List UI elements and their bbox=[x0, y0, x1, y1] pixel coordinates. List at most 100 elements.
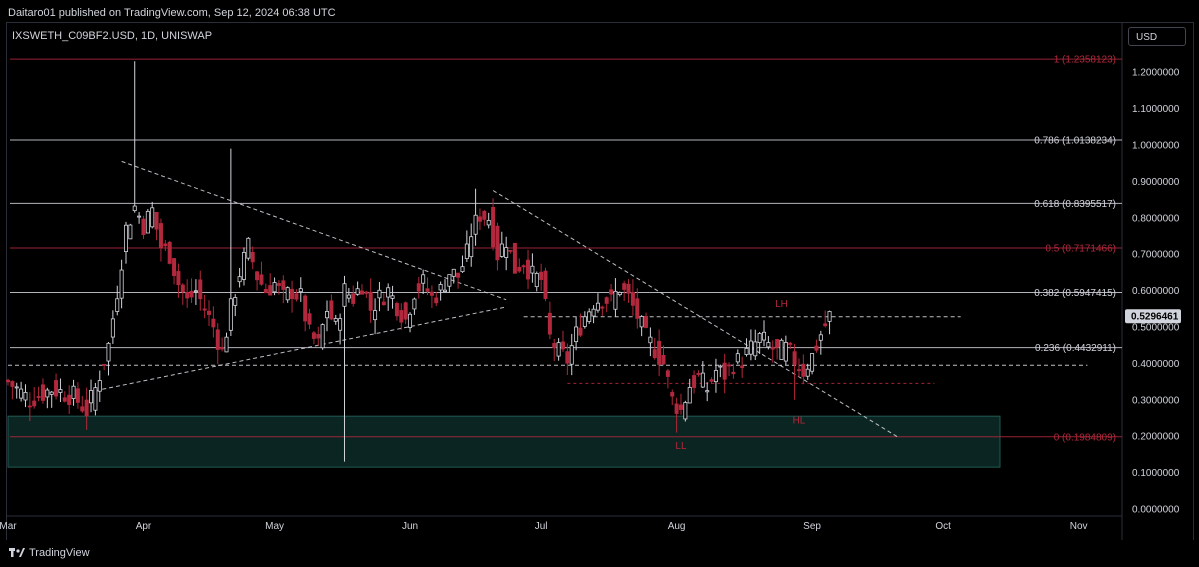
candle-body bbox=[364, 291, 369, 294]
y-tick-label: 0.0000000 bbox=[1132, 505, 1180, 516]
candle-body bbox=[228, 298, 233, 331]
candle-body bbox=[674, 403, 679, 414]
tradingview-brand-label: TradingView bbox=[29, 547, 90, 559]
trendline bbox=[95, 306, 507, 392]
candle-body bbox=[241, 252, 246, 280]
candle-body bbox=[338, 318, 343, 331]
candle-body bbox=[281, 280, 286, 290]
candle-body bbox=[521, 265, 526, 268]
candle-body bbox=[202, 308, 207, 311]
x-tick-label: Sep bbox=[803, 521, 821, 532]
publish-info: Daitaro01 published on TradingView.com, … bbox=[8, 7, 336, 19]
candle-body bbox=[145, 211, 150, 234]
candle-body bbox=[543, 270, 548, 299]
candle-body bbox=[71, 385, 76, 399]
fib-label: 0.786 (1.0138234) bbox=[1034, 135, 1116, 146]
candle-body bbox=[276, 283, 281, 286]
candle-body bbox=[207, 310, 212, 315]
candle-body bbox=[342, 283, 347, 307]
candle-body bbox=[508, 249, 513, 252]
candle-body bbox=[526, 259, 531, 280]
candle-body bbox=[62, 397, 67, 402]
candle-body bbox=[176, 271, 181, 286]
candle-body bbox=[45, 389, 50, 398]
candle-body bbox=[552, 342, 557, 349]
candle-body bbox=[272, 282, 277, 293]
candle-body bbox=[325, 311, 330, 319]
y-tick-label: 1.0000000 bbox=[1132, 141, 1180, 152]
tradingview-brand[interactable]: TradingView bbox=[9, 547, 90, 559]
candle-body bbox=[530, 265, 535, 274]
candle-body bbox=[421, 274, 426, 284]
candle-body bbox=[394, 303, 399, 317]
candle-body bbox=[456, 272, 461, 278]
candle-body bbox=[211, 318, 216, 328]
fib-label: 0.618 (0.8395517) bbox=[1034, 199, 1116, 210]
fib-label: 0 (0.1984809) bbox=[1054, 432, 1116, 443]
candle-body bbox=[622, 283, 627, 290]
candle-body bbox=[595, 302, 600, 311]
candle-body bbox=[744, 347, 749, 355]
annotation-label: LL bbox=[675, 441, 687, 452]
candle-body bbox=[150, 207, 155, 228]
candle-body bbox=[565, 351, 570, 364]
candle-body bbox=[255, 271, 260, 281]
candle-body bbox=[434, 297, 439, 304]
candle-body bbox=[766, 342, 771, 348]
candle-body bbox=[770, 346, 775, 350]
candle-body bbox=[731, 371, 736, 375]
candle-body bbox=[639, 316, 644, 328]
candle-body bbox=[569, 345, 574, 365]
candle-body bbox=[814, 345, 819, 351]
y-tick-label: 0.8000000 bbox=[1132, 213, 1180, 224]
candle-body bbox=[54, 380, 59, 397]
x-tick-label: Nov bbox=[1070, 521, 1088, 532]
candle-body bbox=[193, 290, 198, 293]
publish-bar: Daitaro01 published on TradingView.com, … bbox=[0, 0, 1199, 26]
candle-body bbox=[661, 354, 666, 365]
candle-body bbox=[32, 400, 37, 407]
candle-body bbox=[600, 306, 605, 309]
candle-body bbox=[469, 236, 474, 258]
candle-body bbox=[359, 290, 364, 295]
candle-body bbox=[119, 269, 124, 299]
candle-body bbox=[381, 301, 386, 306]
candle-body bbox=[491, 206, 496, 248]
candle-body bbox=[499, 243, 504, 257]
candle-body bbox=[110, 318, 115, 338]
candle-body bbox=[748, 340, 753, 355]
candle-body bbox=[115, 298, 120, 312]
candle-body bbox=[263, 288, 268, 294]
candle-body bbox=[713, 370, 718, 383]
candle-body bbox=[604, 297, 609, 304]
candle-body bbox=[630, 291, 635, 306]
candle-body bbox=[757, 333, 762, 343]
candle-body bbox=[233, 297, 238, 306]
footer bbox=[0, 540, 1199, 567]
candle-body bbox=[141, 218, 146, 236]
candle-body bbox=[779, 339, 784, 360]
x-tick-label: Jun bbox=[402, 521, 418, 532]
candle-body bbox=[259, 274, 264, 285]
candle-body bbox=[390, 295, 395, 299]
fib-label: 1 (1.2358123) bbox=[1054, 55, 1116, 66]
candle-body bbox=[783, 342, 788, 362]
currency-button[interactable]: USD bbox=[1128, 27, 1186, 46]
candle-body bbox=[635, 298, 640, 319]
candle-body bbox=[438, 284, 443, 291]
candle-body bbox=[185, 292, 190, 299]
candle-body bbox=[351, 293, 356, 304]
candle-body bbox=[158, 223, 163, 249]
candle-body bbox=[582, 316, 587, 327]
candle-body bbox=[102, 363, 107, 366]
candle-body bbox=[425, 288, 430, 292]
candle-body bbox=[123, 224, 128, 252]
candle-body bbox=[464, 243, 469, 259]
candle-body bbox=[482, 210, 487, 220]
candle-body bbox=[700, 372, 705, 388]
candle-body bbox=[294, 293, 299, 300]
candle-body bbox=[683, 402, 688, 420]
candle-body bbox=[403, 302, 408, 320]
candle-body bbox=[574, 326, 579, 343]
